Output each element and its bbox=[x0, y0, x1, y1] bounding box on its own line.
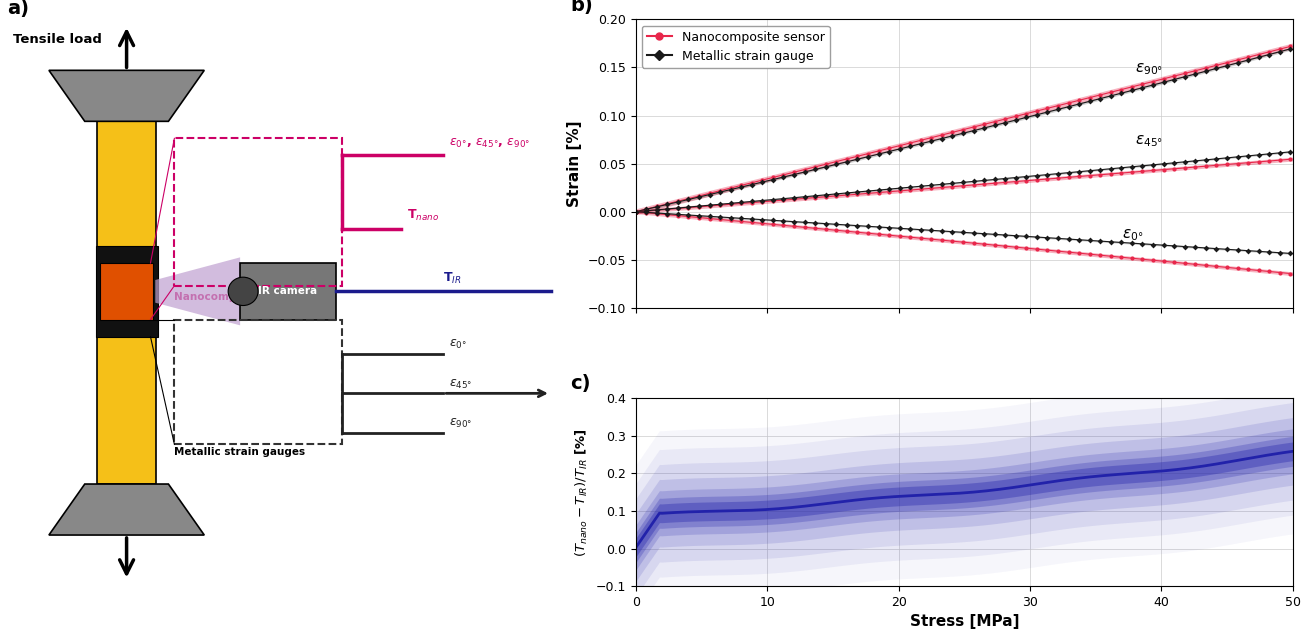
Polygon shape bbox=[155, 258, 240, 325]
Bar bbox=[97, 121, 157, 484]
Bar bbox=[99, 263, 154, 319]
Text: a): a) bbox=[7, 0, 29, 17]
Legend: Nanocomposite sensor, Metallic strain gauge: Nanocomposite sensor, Metallic strain ga… bbox=[643, 26, 829, 68]
X-axis label: Stress [MPa]: Stress [MPa] bbox=[909, 614, 1019, 629]
Text: $\varepsilon_{0°}$: $\varepsilon_{0°}$ bbox=[1122, 228, 1143, 243]
Text: T$_{IR}$: T$_{IR}$ bbox=[443, 270, 462, 286]
Text: $\varepsilon_{90°}$: $\varepsilon_{90°}$ bbox=[1135, 61, 1164, 77]
Text: Tensile load: Tensile load bbox=[13, 33, 102, 46]
Text: c): c) bbox=[569, 374, 590, 393]
Text: $\varepsilon_{45°}$: $\varepsilon_{45°}$ bbox=[1135, 133, 1164, 149]
Text: IR camera: IR camera bbox=[259, 287, 317, 296]
Y-axis label: Strain [%]: Strain [%] bbox=[567, 120, 582, 207]
Text: $\varepsilon_{0°}$, $\varepsilon_{45°}$, $\varepsilon_{90°}$: $\varepsilon_{0°}$, $\varepsilon_{45°}$,… bbox=[449, 137, 530, 149]
Polygon shape bbox=[48, 70, 204, 121]
Text: $\varepsilon_{90°}$: $\varepsilon_{90°}$ bbox=[449, 417, 473, 430]
Bar bbox=[240, 263, 336, 319]
Y-axis label: $(T_{nano}-T_{IR})/T_{IR}$ [%]: $(T_{nano}-T_{IR})/T_{IR}$ [%] bbox=[573, 428, 590, 556]
Text: T$_{nano}$: T$_{nano}$ bbox=[407, 208, 440, 223]
Text: Nanocomposite sensor: Nanocomposite sensor bbox=[175, 292, 308, 302]
Text: Metallic strain gauges: Metallic strain gauges bbox=[175, 446, 306, 457]
Text: $\varepsilon_{45°}$: $\varepsilon_{45°}$ bbox=[449, 377, 473, 390]
Text: $\varepsilon_{0°}$: $\varepsilon_{0°}$ bbox=[449, 337, 468, 351]
Polygon shape bbox=[48, 484, 204, 535]
Circle shape bbox=[229, 277, 259, 305]
Bar bbox=[95, 246, 158, 337]
Text: b): b) bbox=[569, 0, 593, 15]
